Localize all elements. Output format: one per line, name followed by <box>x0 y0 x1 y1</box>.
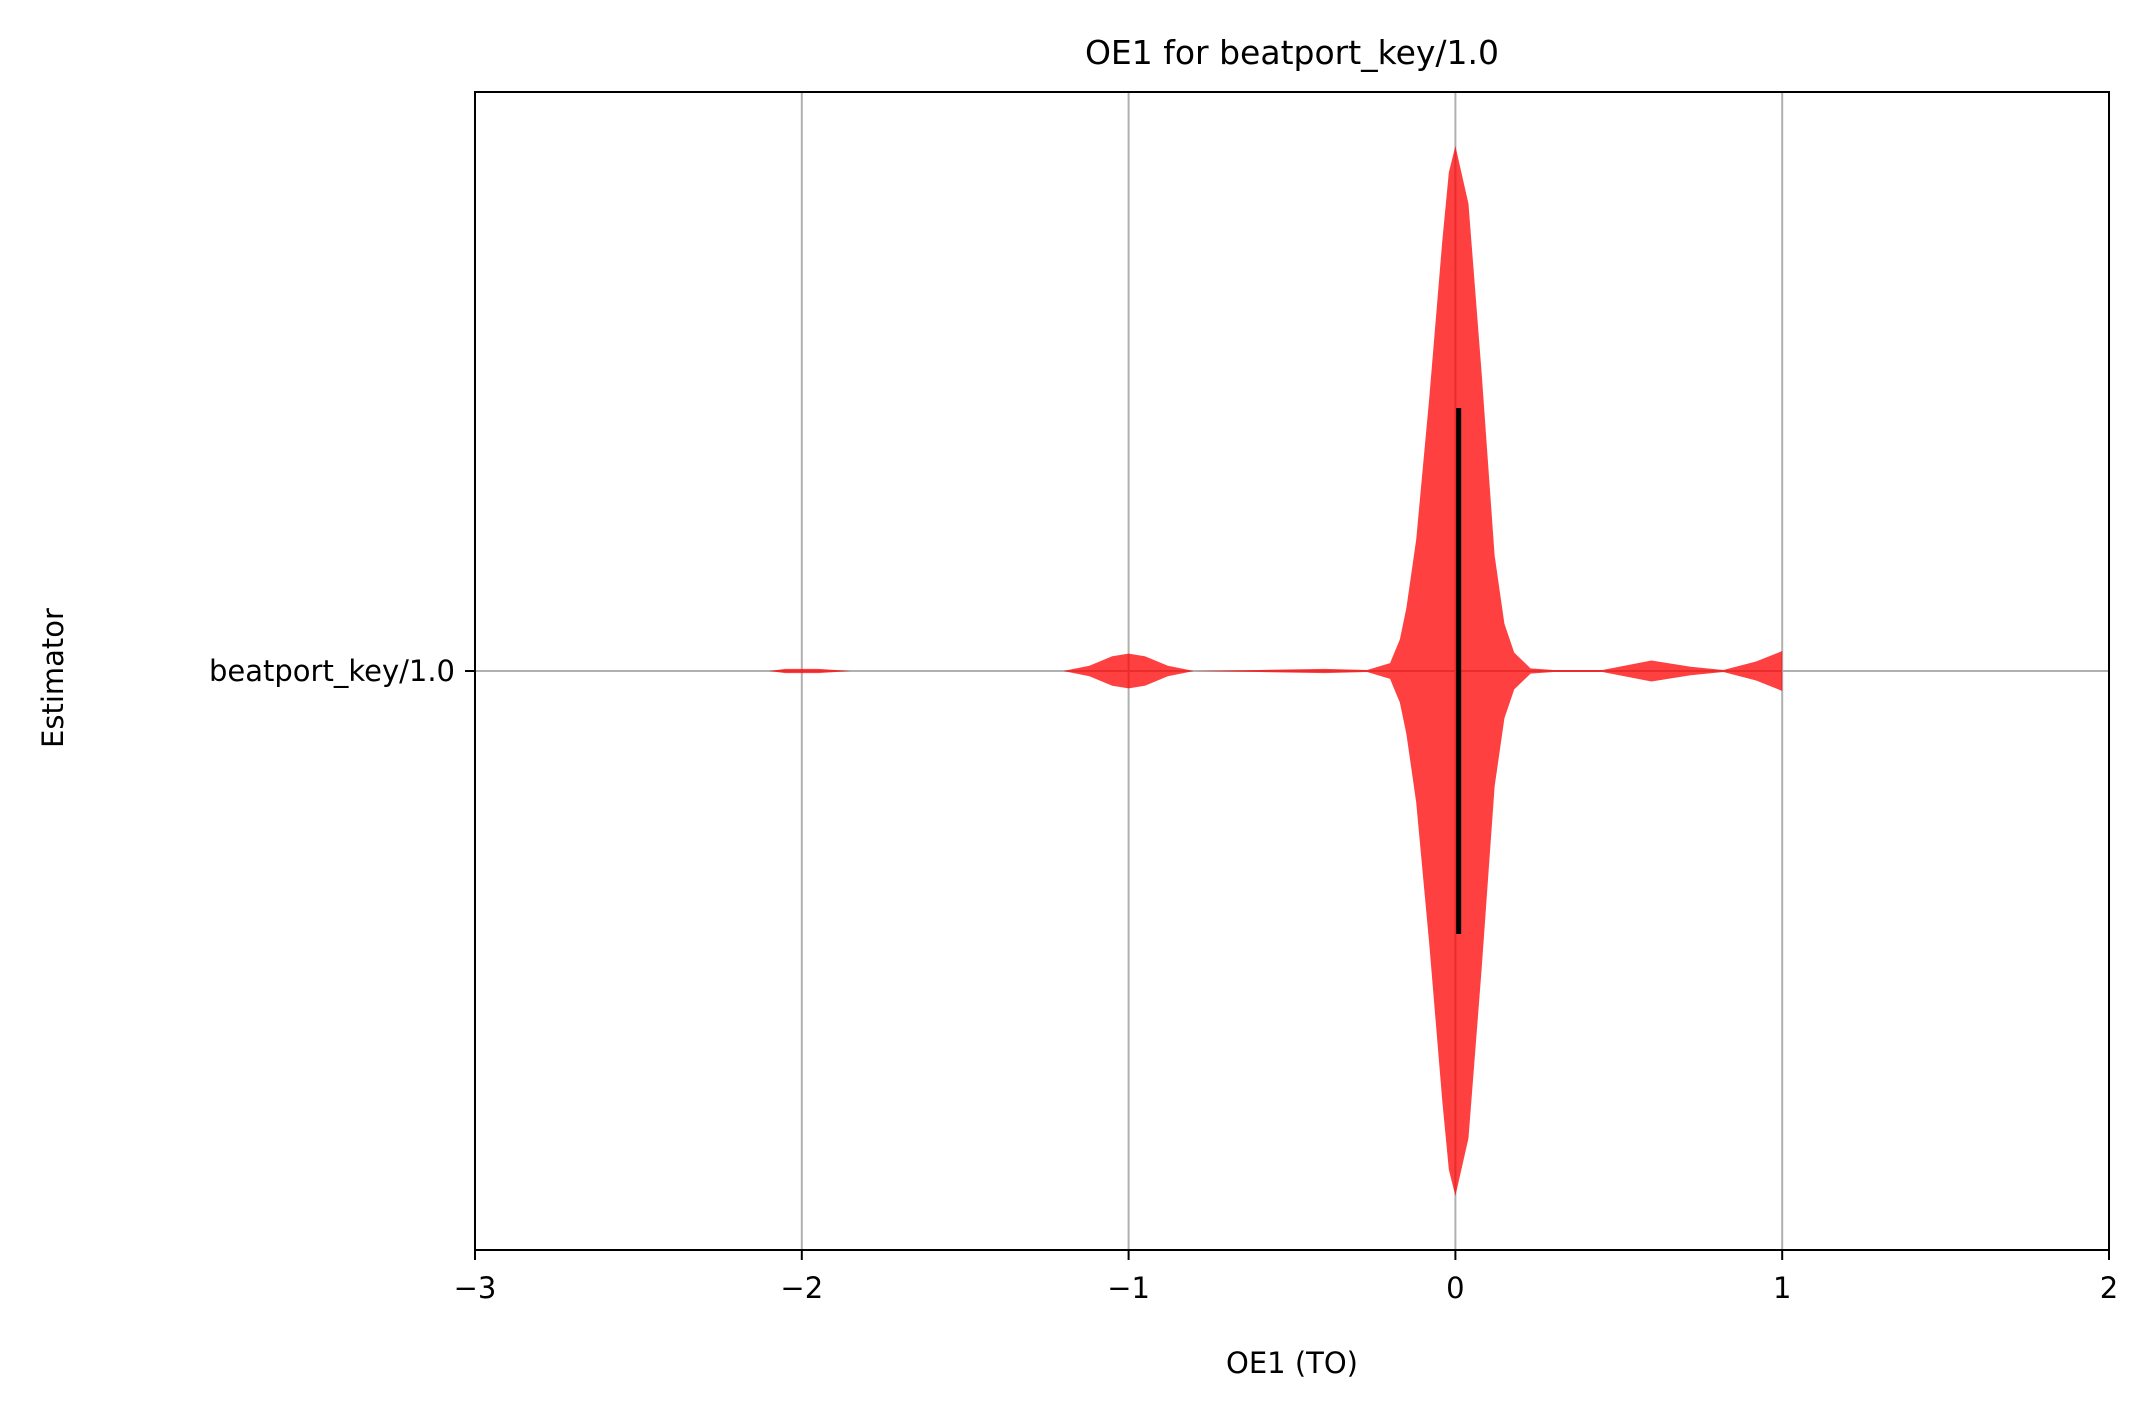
x-axis-ticks: −3 −2 −1 0 1 2 <box>454 1250 2118 1305</box>
x-tick-label: −2 <box>780 1271 823 1305</box>
violin-body <box>769 146 1783 1196</box>
violins <box>769 146 1783 1196</box>
y-tick-label: beatport_key/1.0 <box>209 654 455 688</box>
x-tick-label: 1 <box>1773 1271 1791 1305</box>
x-tick-label: −3 <box>454 1271 497 1305</box>
x-tick-label: 2 <box>2100 1271 2118 1305</box>
x-tick-label: −1 <box>1107 1271 1150 1305</box>
x-tick-label: 0 <box>1446 1271 1464 1305</box>
x-axis-label: OE1 (TO) <box>1226 1346 1358 1380</box>
y-axis-label: Estimator <box>36 608 70 748</box>
y-axis-ticks: beatport_key/1.0 <box>209 654 475 688</box>
chart-title: OE1 for beatport_key/1.0 <box>1085 33 1499 72</box>
